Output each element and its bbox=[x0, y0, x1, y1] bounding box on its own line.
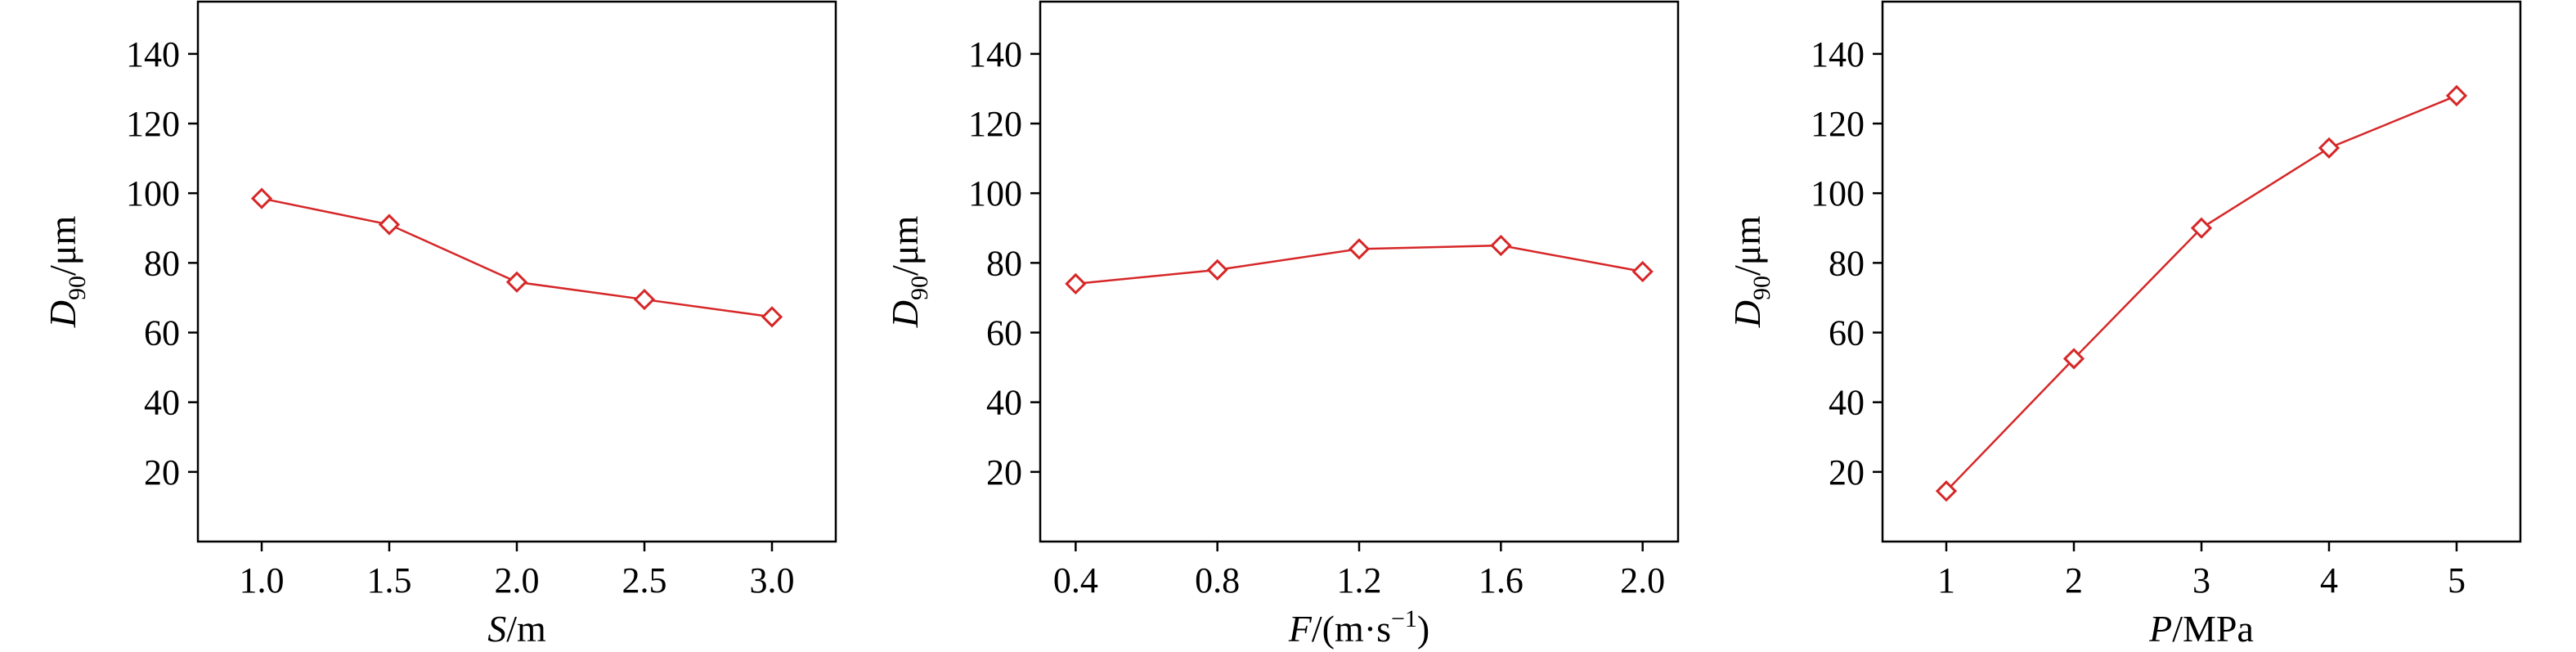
data-point-marker bbox=[2062, 348, 2085, 370]
plot-frame bbox=[1039, 0, 1680, 543]
data-point-marker bbox=[1348, 238, 1371, 260]
x-tick-label: 2.0 bbox=[495, 560, 540, 600]
chart-panel-2: 20 40 60 80 100 120 140 0.4 0.8 1.2 1.6 2.0 F/(m·s−1… bbox=[884, 0, 1680, 650]
y-tick-label: 40 bbox=[986, 383, 1022, 423]
x-tick-label: 1.5 bbox=[367, 560, 412, 600]
y-tick-label: 100 bbox=[126, 173, 180, 214]
y-tick-label: 140 bbox=[968, 34, 1022, 74]
x-tick-label: 1.2 bbox=[1337, 560, 1382, 600]
y-tick-label: 100 bbox=[1811, 173, 1865, 214]
y-tick-label: 60 bbox=[986, 313, 1022, 353]
x-tick-label: 1.0 bbox=[240, 560, 285, 600]
y-tick-label: 40 bbox=[144, 383, 180, 423]
data-point-marker bbox=[2318, 137, 2340, 159]
x-axis-label: S/m bbox=[487, 608, 546, 650]
data-point-marker bbox=[633, 288, 656, 311]
data-point-marker bbox=[2445, 84, 2468, 107]
y-tick-label: 140 bbox=[1811, 34, 1865, 74]
data-point-marker bbox=[1206, 259, 1228, 281]
data-point-marker bbox=[1631, 260, 1654, 283]
y-tick-label: 60 bbox=[1829, 313, 1865, 353]
x-tick-label: 0.8 bbox=[1195, 560, 1240, 600]
data-point-marker bbox=[2190, 217, 2213, 239]
data-point-marker bbox=[250, 187, 273, 209]
y-tick-label: 20 bbox=[1829, 452, 1865, 492]
data-point-marker bbox=[1935, 480, 1958, 502]
plot-frame bbox=[1881, 0, 2522, 543]
x-tick-label: 1.6 bbox=[1479, 560, 1524, 600]
x-axis-label: F/(m·s−1) bbox=[1288, 605, 1429, 650]
y-axis-label: D90/μm bbox=[884, 216, 933, 329]
x-tick-label: 5 bbox=[2448, 560, 2466, 600]
y-tick-label: 80 bbox=[986, 243, 1022, 283]
y-tick-label: 140 bbox=[126, 34, 180, 74]
data-point-marker bbox=[378, 214, 401, 236]
x-tick-label: 2.5 bbox=[622, 560, 667, 600]
y-tick-label: 60 bbox=[144, 313, 180, 353]
y-tick-label: 120 bbox=[1811, 104, 1865, 144]
x-tick-label: 2 bbox=[2065, 560, 2083, 600]
chart-panel-3: 20 40 60 80 100 120 140 1 2 3 4 5 P/MPa D90/μm bbox=[1726, 0, 2522, 650]
y-tick-label: 80 bbox=[1829, 243, 1865, 283]
y-tick-label: 40 bbox=[1829, 383, 1865, 423]
x-axis-label: P/MPa bbox=[2148, 608, 2254, 650]
data-point-marker bbox=[505, 271, 528, 293]
y-tick-label: 20 bbox=[144, 452, 180, 492]
y-tick-label: 20 bbox=[986, 452, 1022, 492]
y-tick-label: 80 bbox=[144, 243, 180, 283]
data-point-marker bbox=[761, 306, 783, 328]
y-tick-label: 120 bbox=[126, 104, 180, 144]
x-tick-label: 3.0 bbox=[750, 560, 795, 600]
y-tick-label: 100 bbox=[968, 173, 1022, 214]
data-point-marker bbox=[1065, 272, 1087, 295]
series-line bbox=[1945, 94, 2457, 492]
y-axis-label: D90/μm bbox=[42, 216, 91, 329]
x-tick-label: 4 bbox=[2320, 560, 2338, 600]
y-tick-label: 120 bbox=[968, 104, 1022, 144]
x-tick-label: 3 bbox=[2192, 560, 2210, 600]
chart-panel-1: 20 40 60 80 100 120 140 1.0 1.5 2.0 2.5 3.0 S/m D90/μ… bbox=[42, 0, 837, 650]
y-axis-label: D90/μm bbox=[1726, 216, 1775, 329]
data-point-marker bbox=[1490, 234, 1512, 257]
x-tick-label: 1 bbox=[1937, 560, 1955, 600]
x-tick-label: 0.4 bbox=[1053, 560, 1098, 600]
x-tick-label: 2.0 bbox=[1620, 560, 1665, 600]
series-line bbox=[261, 197, 773, 318]
